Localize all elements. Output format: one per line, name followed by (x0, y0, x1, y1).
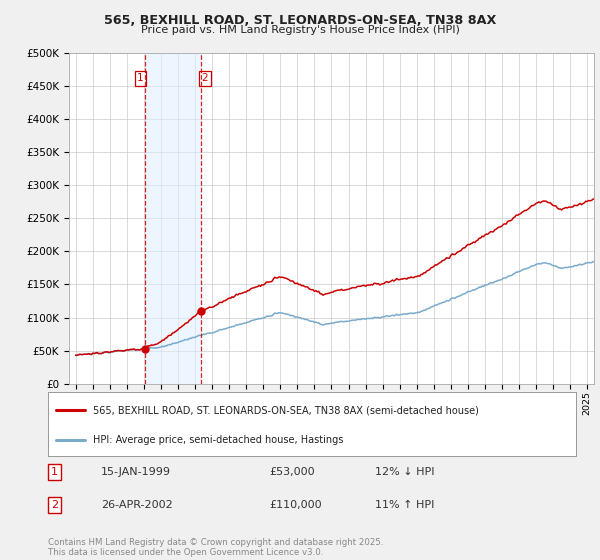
Text: 26-APR-2002: 26-APR-2002 (101, 500, 173, 510)
Text: £53,000: £53,000 (270, 467, 316, 477)
Text: Contains HM Land Registry data © Crown copyright and database right 2025.
This d: Contains HM Land Registry data © Crown c… (48, 538, 383, 557)
Text: 1: 1 (137, 73, 144, 83)
Text: 12% ↓ HPI: 12% ↓ HPI (376, 467, 435, 477)
Bar (145, 53, 200, 384)
Text: 565, BEXHILL ROAD, ST. LEONARDS-ON-SEA, TN38 8AX (semi-detached house): 565, BEXHILL ROAD, ST. LEONARDS-ON-SEA, … (93, 405, 479, 415)
Text: 2: 2 (202, 73, 208, 83)
Text: 1: 1 (51, 467, 58, 477)
Text: Price paid vs. HM Land Registry's House Price Index (HPI): Price paid vs. HM Land Registry's House … (140, 25, 460, 35)
Text: 15-JAN-1999: 15-JAN-1999 (101, 467, 171, 477)
Text: HPI: Average price, semi-detached house, Hastings: HPI: Average price, semi-detached house,… (93, 435, 343, 445)
Text: 11% ↑ HPI: 11% ↑ HPI (376, 500, 435, 510)
Text: £110,000: £110,000 (270, 500, 322, 510)
Text: 2: 2 (51, 500, 58, 510)
Text: 565, BEXHILL ROAD, ST. LEONARDS-ON-SEA, TN38 8AX: 565, BEXHILL ROAD, ST. LEONARDS-ON-SEA, … (104, 14, 496, 27)
